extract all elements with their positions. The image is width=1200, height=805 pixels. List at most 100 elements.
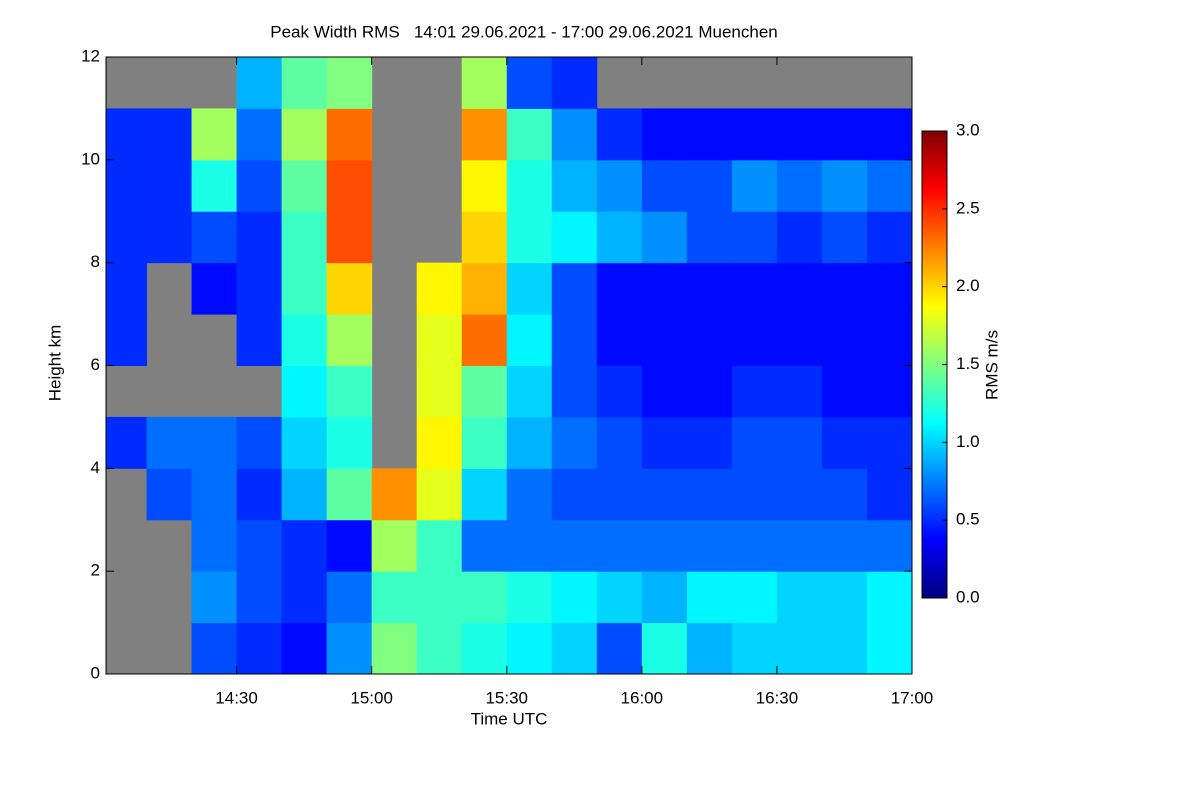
heatmap-cell [146, 416, 193, 469]
heatmap-cell [596, 211, 643, 264]
heatmap-cell [641, 108, 688, 161]
heatmap-cell [326, 108, 373, 161]
heatmap-cell [236, 57, 283, 109]
heatmap-cell [371, 571, 418, 624]
heatmap-cell [506, 314, 553, 366]
x-tick-label: 16:30 [756, 688, 799, 707]
heatmap-cell [461, 571, 508, 624]
colorbar-tick-label: 1.0 [956, 432, 980, 451]
y-tick-label: 0 [91, 663, 100, 682]
heatmap-cell [686, 314, 733, 366]
heatmap-cell [776, 108, 823, 161]
colorbar-tick-label: 0.0 [956, 587, 980, 606]
heatmap-cell [191, 108, 238, 161]
heatmap-cell [596, 262, 643, 315]
heatmap-cell [326, 57, 373, 109]
heatmap-cell [686, 211, 733, 264]
heatmap-cell [281, 57, 328, 109]
chart-title: Peak Width RMS 14:01 29.06.2021 - 17:00 … [270, 22, 778, 41]
heatmap-cell [281, 365, 328, 418]
heatmap-cell [866, 416, 913, 469]
heatmap-cell [866, 262, 913, 315]
heatmap-cell [596, 622, 643, 675]
heatmap-cell [821, 314, 868, 366]
heatmap-cell [686, 571, 733, 624]
heatmap-cell [731, 468, 778, 521]
heatmap-cell [641, 416, 688, 469]
heatmap-cell [326, 416, 373, 469]
heatmap-cell [596, 571, 643, 624]
heatmap-cell [776, 159, 823, 212]
heatmap-cell [416, 468, 463, 521]
heatmap-cell [686, 468, 733, 521]
heatmap-cell [506, 468, 553, 521]
heatmap-cell [146, 108, 193, 161]
heatmap-cell [416, 416, 463, 469]
heatmap-cell [106, 416, 148, 469]
heatmap-cell [731, 211, 778, 264]
heatmap-cell [641, 365, 688, 418]
heatmap-cell [596, 468, 643, 521]
heatmap-cell [821, 108, 868, 161]
heatmap-cell [326, 159, 373, 212]
y-tick-label: 2 [91, 561, 100, 580]
heatmap-cell [416, 519, 463, 572]
heatmap-cell [641, 622, 688, 675]
heatmap-cell [731, 314, 778, 366]
heatmap-cell [371, 622, 418, 675]
heatmap-cell [506, 108, 553, 161]
heatmap-cell [281, 622, 328, 675]
heatmap-cell [236, 622, 283, 675]
heatmap-cell [191, 571, 238, 624]
y-axis-label: Height km [45, 325, 64, 402]
colorbar-tick-label: 3.0 [956, 120, 980, 139]
heatmap-cell [776, 622, 823, 675]
heatmap-cell [461, 159, 508, 212]
heatmap-cell [506, 365, 553, 418]
heatmap-cell [551, 159, 598, 212]
heatmap-cell [551, 416, 598, 469]
heatmap-cell [596, 519, 643, 572]
heatmap-cell [281, 416, 328, 469]
heatmap-cell [821, 262, 868, 315]
heatmap-cell [416, 622, 463, 675]
y-tick-label: 6 [91, 355, 100, 374]
heatmap-cell [731, 519, 778, 572]
heatmap-cell [776, 262, 823, 315]
heatmap-cell [776, 416, 823, 469]
heatmap-cell [731, 571, 778, 624]
heatmap-cell [461, 314, 508, 366]
colorbar-tick-label: 2.0 [956, 276, 980, 295]
heatmap-cell [416, 262, 463, 315]
heatmap-cell [551, 57, 598, 109]
heatmap-cell [461, 416, 508, 469]
heatmap-cell [731, 108, 778, 161]
heatmap-cell [281, 211, 328, 264]
x-tick-label: 15:30 [485, 688, 528, 707]
heatmap-cell [731, 416, 778, 469]
heatmap-cell [596, 365, 643, 418]
heatmap-cell [106, 262, 148, 315]
heatmap-cell [236, 108, 283, 161]
heatmap-cell [236, 211, 283, 264]
heatmap-cell [776, 211, 823, 264]
heatmap-cell [146, 211, 193, 264]
heatmap-cell [731, 622, 778, 675]
heatmap-cell [461, 622, 508, 675]
heatmap-cell [551, 108, 598, 161]
heatmap-cell [506, 57, 553, 109]
heatmap-cell [416, 365, 463, 418]
x-tick-label: 17:00 [891, 688, 934, 707]
heatmap-cell [506, 519, 553, 572]
heatmap-cell [866, 468, 913, 521]
heatmap-cell [371, 519, 418, 572]
heatmap-cell [236, 159, 283, 212]
heatmap-cell [686, 416, 733, 469]
heatmap-cell [821, 468, 868, 521]
heatmap-cell [506, 211, 553, 264]
heatmap-cell [551, 622, 598, 675]
heatmap-cell [866, 622, 913, 675]
heatmap-cell [821, 571, 868, 624]
x-axis-label: Time UTC [471, 709, 548, 728]
heatmap-cell [281, 159, 328, 212]
